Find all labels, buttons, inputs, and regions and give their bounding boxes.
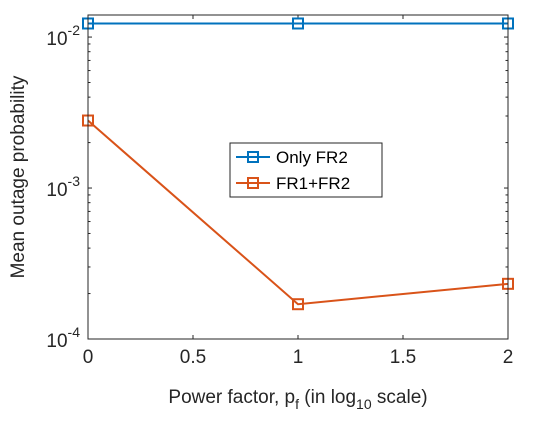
data-point <box>292 298 304 311</box>
legend-marker <box>247 151 259 163</box>
plot-frame <box>87 14 509 340</box>
x-tick-label: 0.5 <box>180 347 206 368</box>
legend-marker <box>247 177 259 189</box>
legend: Only FR2 FR1+FR2 <box>229 142 383 198</box>
data-point <box>292 17 304 30</box>
x-tick-label: 2 <box>503 347 514 368</box>
axis-labels: Power factor, pf (in log10 scale) Mean ou… <box>8 75 428 412</box>
y-tick-label: 10-2 <box>46 22 80 50</box>
y-axis-label: Mean outage probability <box>8 75 29 278</box>
y-tick-label: 10-4 <box>46 324 80 352</box>
legend-label: Only FR2 <box>276 148 348 167</box>
ticks: 0 0.5 1 1.5 2 10-4 10-3 10-2 <box>46 15 513 368</box>
y-tick-label: 10-3 <box>46 173 80 201</box>
series-line <box>87 119 509 306</box>
x-axis-label: Power factor, pf (in log10 scale) <box>168 387 427 412</box>
x-tick-label: 1.5 <box>390 347 416 368</box>
x-tick-label: 1 <box>293 347 304 368</box>
legend-label: FR1+FR2 <box>276 174 350 193</box>
x-tick-label: 0 <box>83 347 94 368</box>
